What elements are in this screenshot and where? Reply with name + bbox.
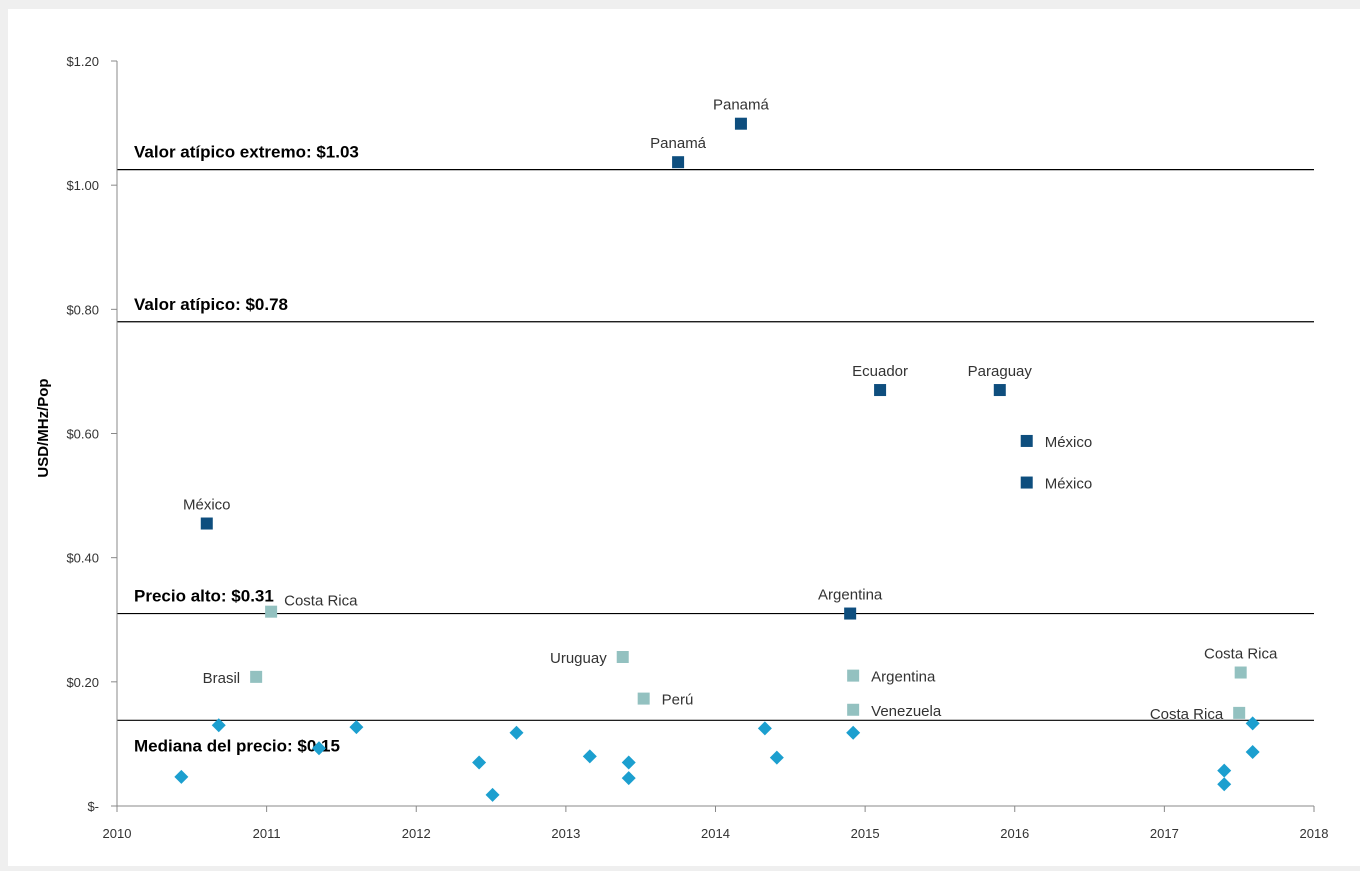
y-tick-label: $0.80 [66,302,99,317]
reference-line-label: Valor atípico extremo: $1.03 [134,143,359,162]
diamond-marker [621,755,636,770]
data-label: Panamá [650,135,707,152]
reference-lines: Valor atípico extremo: $1.03 Valor atípic… [117,143,1314,755]
data-label: México [1045,476,1093,493]
reference-line-label: Precio alto: $0.31 [134,587,274,606]
data-label: Venezuela [871,703,942,720]
data-label: Ecuador [852,363,908,380]
x-tick-label: 2017 [1150,826,1179,841]
diamond-marker [211,718,226,733]
diamond-marker [485,787,500,802]
chart-card: Valor atípico extremo: $1.03 Valor atípic… [8,9,1360,866]
diamond-marker [1217,777,1232,792]
square-marker [1020,434,1033,447]
x-tick-label: 2013 [551,826,580,841]
y-tick-label: $1.20 [66,54,99,69]
data-label: Brasil [203,670,241,687]
data-label: Costa Rica [1150,706,1224,723]
data-label: Argentina [818,587,883,604]
diamond-marker [621,771,636,786]
reference-line-label: Mediana del precio: $0.15 [134,736,340,755]
x-tick-label: 2012 [402,826,431,841]
square-marker [265,605,278,618]
diamond-marker [509,725,524,740]
y-tick-label: $0.20 [66,675,99,690]
data-label: Panamá [713,97,770,114]
diamond-marker [757,721,772,736]
x-tick-label: 2011 [253,826,281,841]
x-tick-label: 2018 [1300,826,1329,841]
data-label: Uruguay [550,650,607,667]
square-marker [734,117,747,130]
diamond-marker [472,755,487,770]
square-marker [847,703,860,716]
y-axis-label: USD/MHz/Pop [35,378,52,477]
square-marker [637,692,650,705]
square-marker [1233,706,1246,719]
data-label: Perú [662,692,694,709]
square-marker [250,670,263,683]
diamond-marker [846,725,861,740]
data-label: Paraguay [968,363,1033,380]
diamond-marker [311,741,326,756]
square-marker [1020,476,1033,489]
data-label: Argentina [871,669,936,686]
diamond-marker [769,750,784,765]
x-tick-label: 2015 [851,826,880,841]
x-tick-label: 2010 [103,826,132,841]
diamond-marker [1245,744,1260,759]
axes: USD/MHz/Pop $- $0.20 $0.40 $0.60 $0.80 $1.00 $… [35,54,1328,841]
square-marker [200,517,213,530]
square-marker [1234,666,1247,679]
diamond-marker [349,720,364,735]
x-tick-label: 2014 [701,826,730,841]
diamond-marker [1245,716,1260,731]
data-points: México Panamá Panamá Argentina Ecuador Paragu… [174,97,1278,802]
data-label: Costa Rica [284,593,358,610]
data-label: México [1045,434,1093,451]
square-marker [616,651,629,663]
diamond-marker [1217,763,1232,778]
reference-line-label: Valor atípico: $0.78 [134,295,288,314]
y-tick-label: $1.00 [66,178,99,193]
data-label: México [183,497,231,514]
square-marker [672,156,685,169]
scatter-chart: Valor atípico extremo: $1.03 Valor atípic… [35,54,1328,841]
data-label: Costa Rica [1204,646,1278,663]
y-tick-label: $- [87,799,99,814]
x-tick-label: 2016 [1000,826,1029,841]
square-marker [993,384,1006,397]
y-tick-label: $0.60 [66,427,99,442]
square-marker [844,607,857,620]
square-marker [874,384,887,397]
diamond-marker [174,769,189,784]
diamond-marker [582,749,597,764]
y-tick-label: $0.40 [66,551,99,566]
square-marker [847,669,860,682]
